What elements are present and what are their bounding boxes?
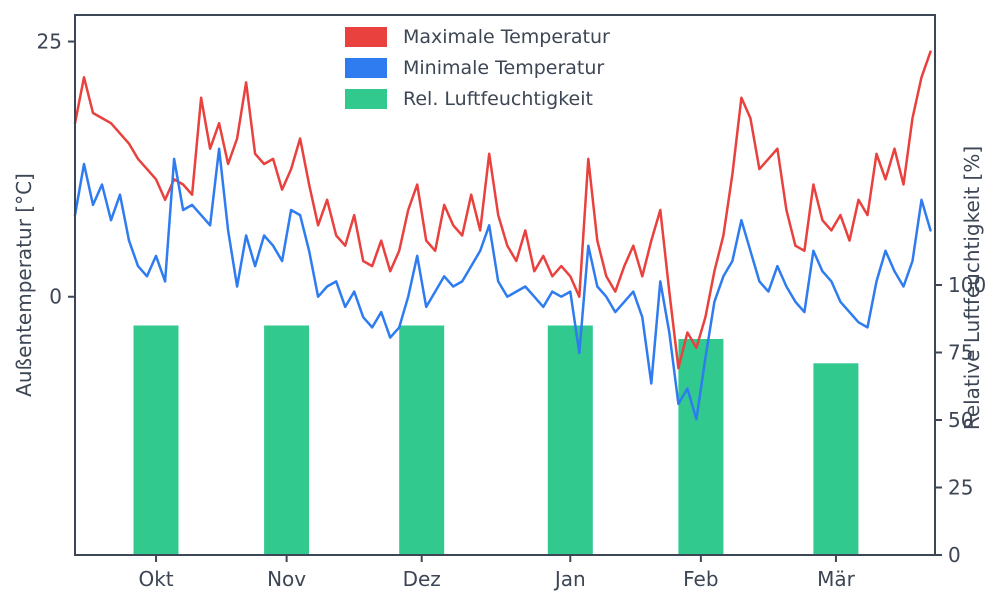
x-tick-label: Feb	[683, 567, 718, 591]
right-tick-label: 100	[948, 273, 986, 297]
legend-swatch	[345, 58, 387, 78]
right-axis-title: Relative Luftfeuchtigkeit [%]	[960, 145, 984, 431]
line-min-temp	[73, 147, 932, 421]
humidity-bar	[133, 325, 179, 555]
right-tick-label: 50	[948, 408, 973, 432]
legend-entry: Minimale Temperatur	[345, 57, 610, 79]
x-tick-label: Okt	[138, 567, 173, 591]
line-max-temp	[73, 50, 932, 370]
x-tick-label: Mär	[817, 567, 856, 591]
right-tick-label: 25	[948, 476, 973, 500]
legend-label: Rel. Luftfeuchtigkeit	[403, 88, 593, 110]
legend-swatch	[345, 89, 387, 109]
right-tick-label: 0	[948, 543, 961, 567]
left-tick-label: 25	[37, 30, 62, 54]
x-tick-label: Nov	[267, 567, 306, 591]
left-tick-label: 0	[49, 285, 62, 309]
legend-swatch	[345, 27, 387, 47]
x-tick-label: Dez	[403, 567, 441, 591]
legend-label: Maximale Temperatur	[403, 26, 610, 48]
legend-entry: Rel. Luftfeuchtigkeit	[345, 88, 610, 110]
humidity-bar	[399, 325, 445, 555]
humidity-bar	[678, 339, 724, 555]
legend: Maximale Temperatur Minimale Temperatur Re…	[345, 26, 610, 110]
legend-entry: Maximale Temperatur	[345, 26, 610, 48]
legend-label: Minimale Temperatur	[403, 57, 605, 79]
right-tick-label: 75	[948, 341, 973, 365]
humidity-bar	[264, 325, 310, 555]
humidity-bar	[813, 363, 859, 555]
left-axis-title: Außentemperatur [°C]	[12, 173, 36, 397]
x-tick-label: Jan	[553, 567, 586, 591]
humidity-bar	[547, 325, 593, 555]
